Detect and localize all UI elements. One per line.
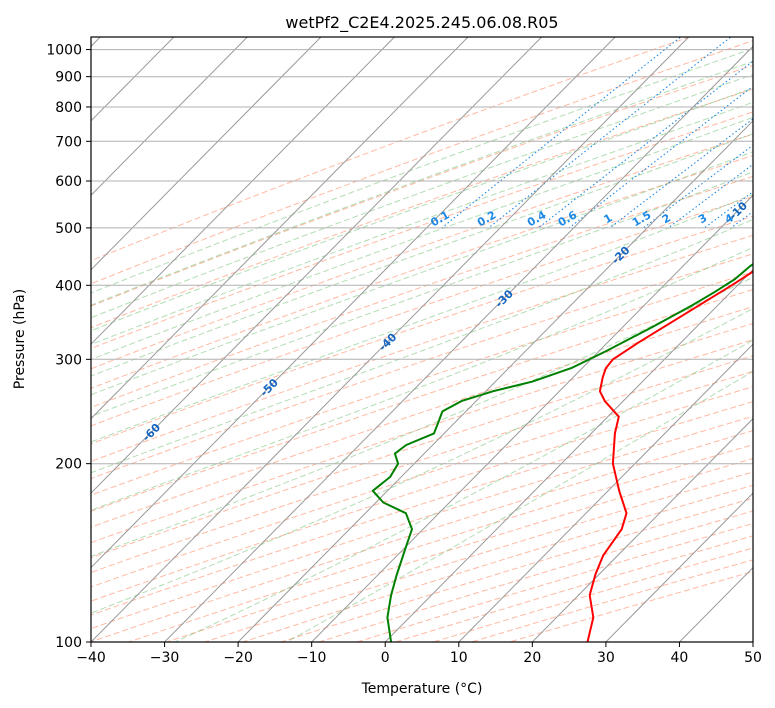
isotherm-line — [531, 417, 753, 642]
y-tick-label: 600 — [55, 174, 82, 190]
x-tick-label: 50 — [744, 650, 762, 666]
x-axis-label: Temperature (°C) — [361, 681, 483, 697]
dry-adiabat — [91, 215, 753, 445]
moist-adiabat — [174, 339, 753, 642]
y-tick-label: 900 — [55, 70, 82, 86]
x-tick-label: −20 — [223, 650, 253, 666]
y-tick-label: 300 — [55, 352, 82, 368]
x-tick-label: 0 — [381, 650, 390, 666]
isotherm-line — [91, 37, 616, 569]
dry-adiabat — [91, 234, 753, 462]
y-tick-label: 100 — [55, 635, 82, 651]
moist-adiabat — [91, 308, 753, 614]
dry-adiabat — [91, 88, 753, 329]
moist-adiabat — [91, 276, 753, 557]
y-tick-label: 800 — [55, 100, 82, 116]
dry-adiabat — [91, 37, 691, 262]
dry-adiabat — [91, 271, 753, 496]
x-tick-label: −30 — [150, 650, 180, 666]
isotherm-line — [237, 120, 753, 642]
chart-title: wetPf2_C2E4.2025.245.06.08.R05 — [285, 13, 558, 33]
moist-adiabat — [286, 370, 753, 642]
isotherm-line — [605, 492, 753, 642]
isotherm-line — [310, 194, 753, 642]
mixing-ratio-label: 6 — [761, 211, 774, 226]
y-tick-label: 1000 — [46, 43, 82, 59]
y-tick-label: 500 — [55, 221, 82, 237]
dry-adiabat — [91, 175, 753, 408]
dry-adiabat — [91, 64, 753, 307]
y-tick-label: 200 — [55, 457, 82, 473]
y-axis-label: Pressure (hPa) — [12, 289, 28, 389]
dry-adiabat — [91, 111, 753, 350]
y-tick-label: 700 — [55, 134, 82, 150]
isotherm-line — [163, 45, 753, 642]
x-tick-label: 10 — [450, 650, 468, 666]
dry-adiabat — [91, 370, 753, 588]
isotherm-line — [91, 37, 396, 345]
temperature-profile — [586, 270, 753, 642]
x-tick-label: −10 — [297, 650, 327, 666]
isotherm-line — [458, 343, 753, 642]
isotherm-line — [91, 37, 543, 494]
y-tick-label: 400 — [55, 278, 82, 294]
isotherm-line — [91, 37, 249, 196]
isotherm-line — [91, 37, 690, 642]
mixing-ratio-line — [770, 25, 775, 228]
plot-background — [91, 37, 753, 642]
dry-adiabat — [91, 339, 753, 559]
dry-adiabat — [91, 306, 753, 528]
isotherm-line — [91, 37, 469, 420]
isotherm-line — [91, 37, 322, 271]
isotherm-label: -70 — [22, 465, 45, 488]
x-tick-label: 40 — [671, 650, 689, 666]
isotherm-line — [384, 269, 753, 642]
moist-adiabat — [91, 193, 753, 443]
plot-frame — [90, 36, 754, 643]
moist-adiabat — [91, 60, 753, 306]
x-tick-label: −40 — [76, 650, 106, 666]
dewpoint-profile — [371, 262, 753, 642]
dry-adiabat — [91, 355, 753, 574]
dry-adiabat — [91, 288, 753, 512]
x-tick-label: 30 — [597, 650, 615, 666]
x-tick-label: 20 — [523, 650, 541, 666]
